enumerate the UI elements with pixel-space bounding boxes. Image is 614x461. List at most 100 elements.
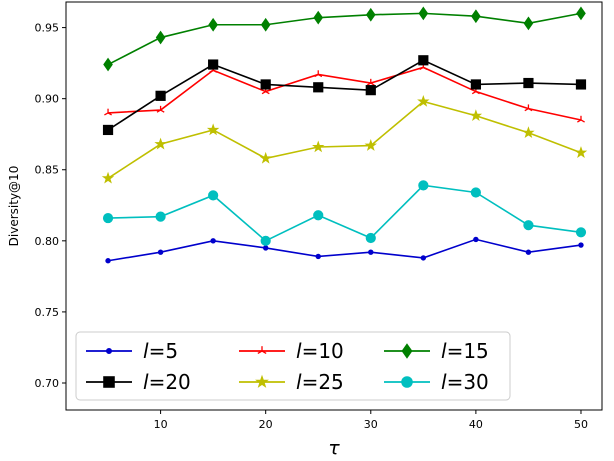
data-point [260,17,271,32]
series-l-15 [103,6,586,72]
data-point [418,180,429,191]
data-point [105,258,111,264]
y-tick-label: 0.70 [35,377,60,390]
series-line [107,238,582,262]
legend-value: =25 [302,370,344,394]
marker-arm [104,112,109,116]
data-point [522,126,535,139]
legend-marker [103,376,115,388]
data-point [157,249,164,255]
data-point [104,108,113,116]
data-point [365,7,376,22]
data-point [260,79,271,90]
data-point [471,9,481,24]
legend-label: l=30 [441,370,489,394]
legend-value: =5 [149,339,178,363]
legend-label: l=10 [296,339,344,363]
data-point [524,104,533,112]
data-point [313,210,324,221]
data-point [102,212,114,224]
series-line [107,100,582,179]
plot-area [101,6,588,264]
data-point [210,238,216,244]
legend-value: =15 [447,339,489,363]
data-point [155,90,166,101]
data-point [313,82,324,93]
data-point [575,79,587,90]
legend-var: l [296,370,302,394]
data-point [208,17,218,32]
data-point [470,79,481,90]
data-point [576,6,586,21]
legend-label: l=5 [143,339,178,363]
legend-label: l=25 [296,370,344,394]
legend-var: l [143,370,149,394]
x-tick-label: 20 [259,418,273,431]
legend-marker [257,346,267,354]
series-line [108,184,582,242]
x-tick-label: 30 [364,418,378,431]
legend-value: =10 [302,339,344,363]
data-point [365,232,376,244]
marker-arm [528,108,533,112]
data-point [366,78,375,86]
series-l-20 [102,55,587,136]
series-l-5 [105,236,584,264]
marker-arm [370,82,375,86]
data-point [364,139,377,151]
marker-arm [160,109,165,113]
data-point [155,211,166,222]
data-point [525,249,532,255]
marker-arm [419,66,424,71]
series-l-30 [102,180,587,246]
data-point [523,77,534,89]
legend-var: l [441,339,447,363]
data-point [208,59,219,70]
series-line [107,59,582,131]
data-point [574,146,588,158]
legend-item: l=30 [384,370,489,394]
y-tick-label: 0.95 [35,22,60,35]
x-tick-label: 10 [154,418,168,431]
legend-marker [401,343,413,359]
x-tick-label: 40 [469,418,483,431]
legend-var: l [143,339,149,363]
data-point [262,245,269,251]
marker-arm [261,350,267,354]
marker-arm [156,109,161,113]
legend-marker [401,376,413,388]
data-point [577,115,585,123]
legend-marker [105,347,113,355]
data-point [523,220,534,231]
marker-arm [212,69,218,73]
series-l-25 [101,94,588,184]
data-point [156,105,165,113]
legend-var: l [296,339,302,363]
data-point [154,137,167,150]
marker-arm [209,69,214,73]
legend-item: l=5 [86,339,178,363]
marker-arm [577,119,582,123]
marker-arm [524,108,529,112]
data-point [315,253,321,260]
marker-arm [423,66,428,71]
data-point [103,57,113,72]
data-point [208,190,219,201]
legend-item: l=10 [239,339,344,363]
marker-arm [475,90,480,95]
data-point [101,171,115,184]
data-point [206,123,220,136]
data-point [365,85,376,96]
legend-label: l=15 [441,339,489,363]
marker-arm [471,90,477,95]
x-axis-label: τ [328,437,340,459]
legend-value: =30 [447,370,489,394]
data-point [368,249,374,255]
series-l-10 [104,63,585,123]
marker-arm [257,350,263,354]
data-point [417,94,430,107]
legend: l=5 l=10 l=15l=20 l=25 l=30 [75,331,511,401]
data-point [418,6,429,21]
plot-frame [65,1,603,411]
data-point [578,242,584,248]
